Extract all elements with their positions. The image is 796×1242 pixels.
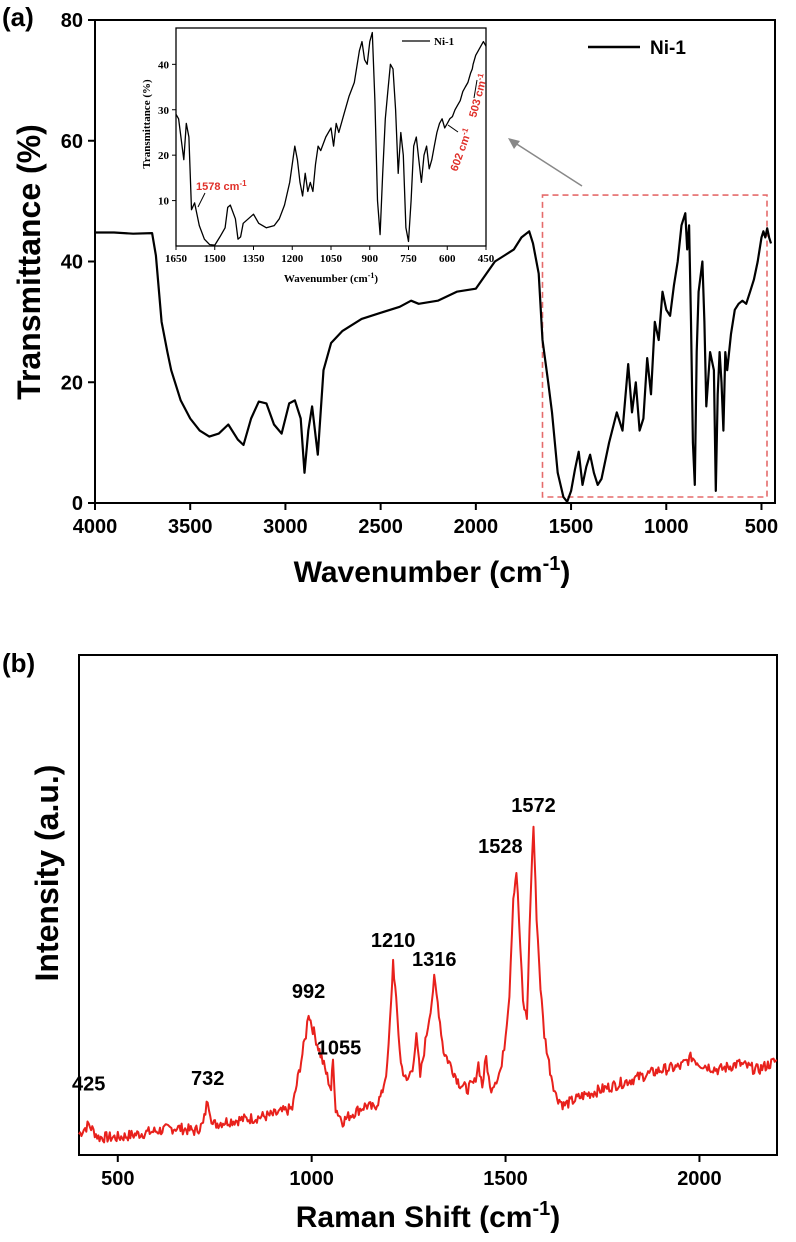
inset-annotation-503-arrow: [473, 79, 478, 99]
inset-annotation-1578-arrow: [197, 192, 206, 208]
ftir-y-tick-label: 40: [61, 252, 83, 274]
raman-peak-label: 425: [72, 1074, 105, 1096]
raman-peak-label: 1210: [371, 930, 416, 952]
ftir-series-line: [95, 212, 773, 503]
ftir-x-axis-label: Wavenumber (cm-1): [294, 553, 571, 589]
inset-x-tick-label: 1050: [320, 253, 343, 265]
inset-legend-label: Ni-1: [434, 36, 454, 48]
inset-pointer-arrow: [511, 140, 583, 187]
ftir-chart: 4000 3500 3000 2500 2000 1500 1000 500 0 20 40 60 8…: [11, 10, 778, 589]
panel-b-label: (b): [2, 648, 35, 678]
ftir-y-tick-label: 60: [61, 131, 83, 153]
ftir-x-tick-label: 2500: [358, 516, 403, 538]
raman-peak-label: 1528: [478, 836, 523, 858]
ftir-y-tick-label: 80: [61, 10, 83, 32]
ftir-x-tick-label: 500: [745, 516, 778, 538]
inset-series-line: [175, 31, 487, 246]
raman-x-tick-label: 2000: [677, 1168, 722, 1190]
ftir-x-tick-label: 1000: [644, 516, 689, 538]
raman-peak-label: 732: [191, 1068, 224, 1090]
inset-x-tick-label: 1350: [243, 253, 266, 265]
inset-pointer-arrowhead: [508, 138, 520, 149]
inset-x-tick-label: 450: [478, 253, 495, 265]
ftir-y-tick-label: 20: [61, 372, 83, 394]
ftir-x-tick-label: 3000: [263, 516, 308, 538]
ftir-x-tick-label: 4000: [73, 516, 118, 538]
ftir-y-tick-label: 0: [72, 493, 83, 515]
inset-y-tick-label: 30: [158, 105, 170, 117]
inset-x-tick-label: 900: [362, 253, 379, 265]
inset-x-tick-label: 1500: [204, 253, 227, 265]
raman-x-axis-label: Raman Shift (cm-1): [296, 1198, 561, 1234]
raman-x-tick-label: 1500: [483, 1168, 528, 1190]
raman-x-tick-label: 1000: [289, 1168, 334, 1190]
inset-y-axis-label: Transmittance (%): [141, 79, 153, 169]
raman-series-line: [78, 825, 778, 1144]
raman-plot-frame: [78, 654, 778, 1156]
raman-peak-label: 1572: [511, 795, 556, 817]
raman-y-axis-label: Intensity (a.u.): [29, 765, 65, 982]
ftir-inset-chart: 1650 1500 1350 1200 1050 900 750 600 450 10 20 30 4…: [141, 27, 495, 285]
inset-x-tick-label: 1650: [165, 253, 188, 265]
ftir-x-tick-label: 2000: [454, 516, 499, 538]
inset-plot-frame: [175, 27, 487, 247]
ftir-x-tick-label: 3500: [168, 516, 213, 538]
inset-x-tick-label: 1200: [281, 253, 304, 265]
inset-x-axis-label: Wavenumber (cm-1): [284, 271, 379, 285]
ftir-legend-label: Ni-1: [650, 38, 686, 59]
inset-x-tick-label: 750: [400, 253, 417, 265]
inset-y-tick-label: 10: [158, 196, 170, 208]
inset-y-tick-label: 20: [158, 150, 170, 162]
inset-annotation-1578: 1578 cm-1: [196, 179, 247, 193]
ftir-highlight-box: [541, 194, 768, 498]
raman-x-tick-label: 500: [101, 1168, 134, 1190]
panel-a-label: (a): [2, 2, 34, 32]
raman-peak-label: 1055: [317, 1037, 362, 1059]
ftir-x-tick-label: 1500: [549, 516, 594, 538]
raman-peak-label: 1316: [412, 949, 457, 971]
raman-peak-label: 992: [292, 981, 325, 1003]
ftir-y-axis-label: Transmittance (%): [11, 124, 47, 400]
inset-x-tick-label: 600: [439, 253, 456, 265]
inset-y-tick-label: 40: [158, 59, 170, 71]
inset-annotation-602-arrow: [447, 124, 459, 133]
